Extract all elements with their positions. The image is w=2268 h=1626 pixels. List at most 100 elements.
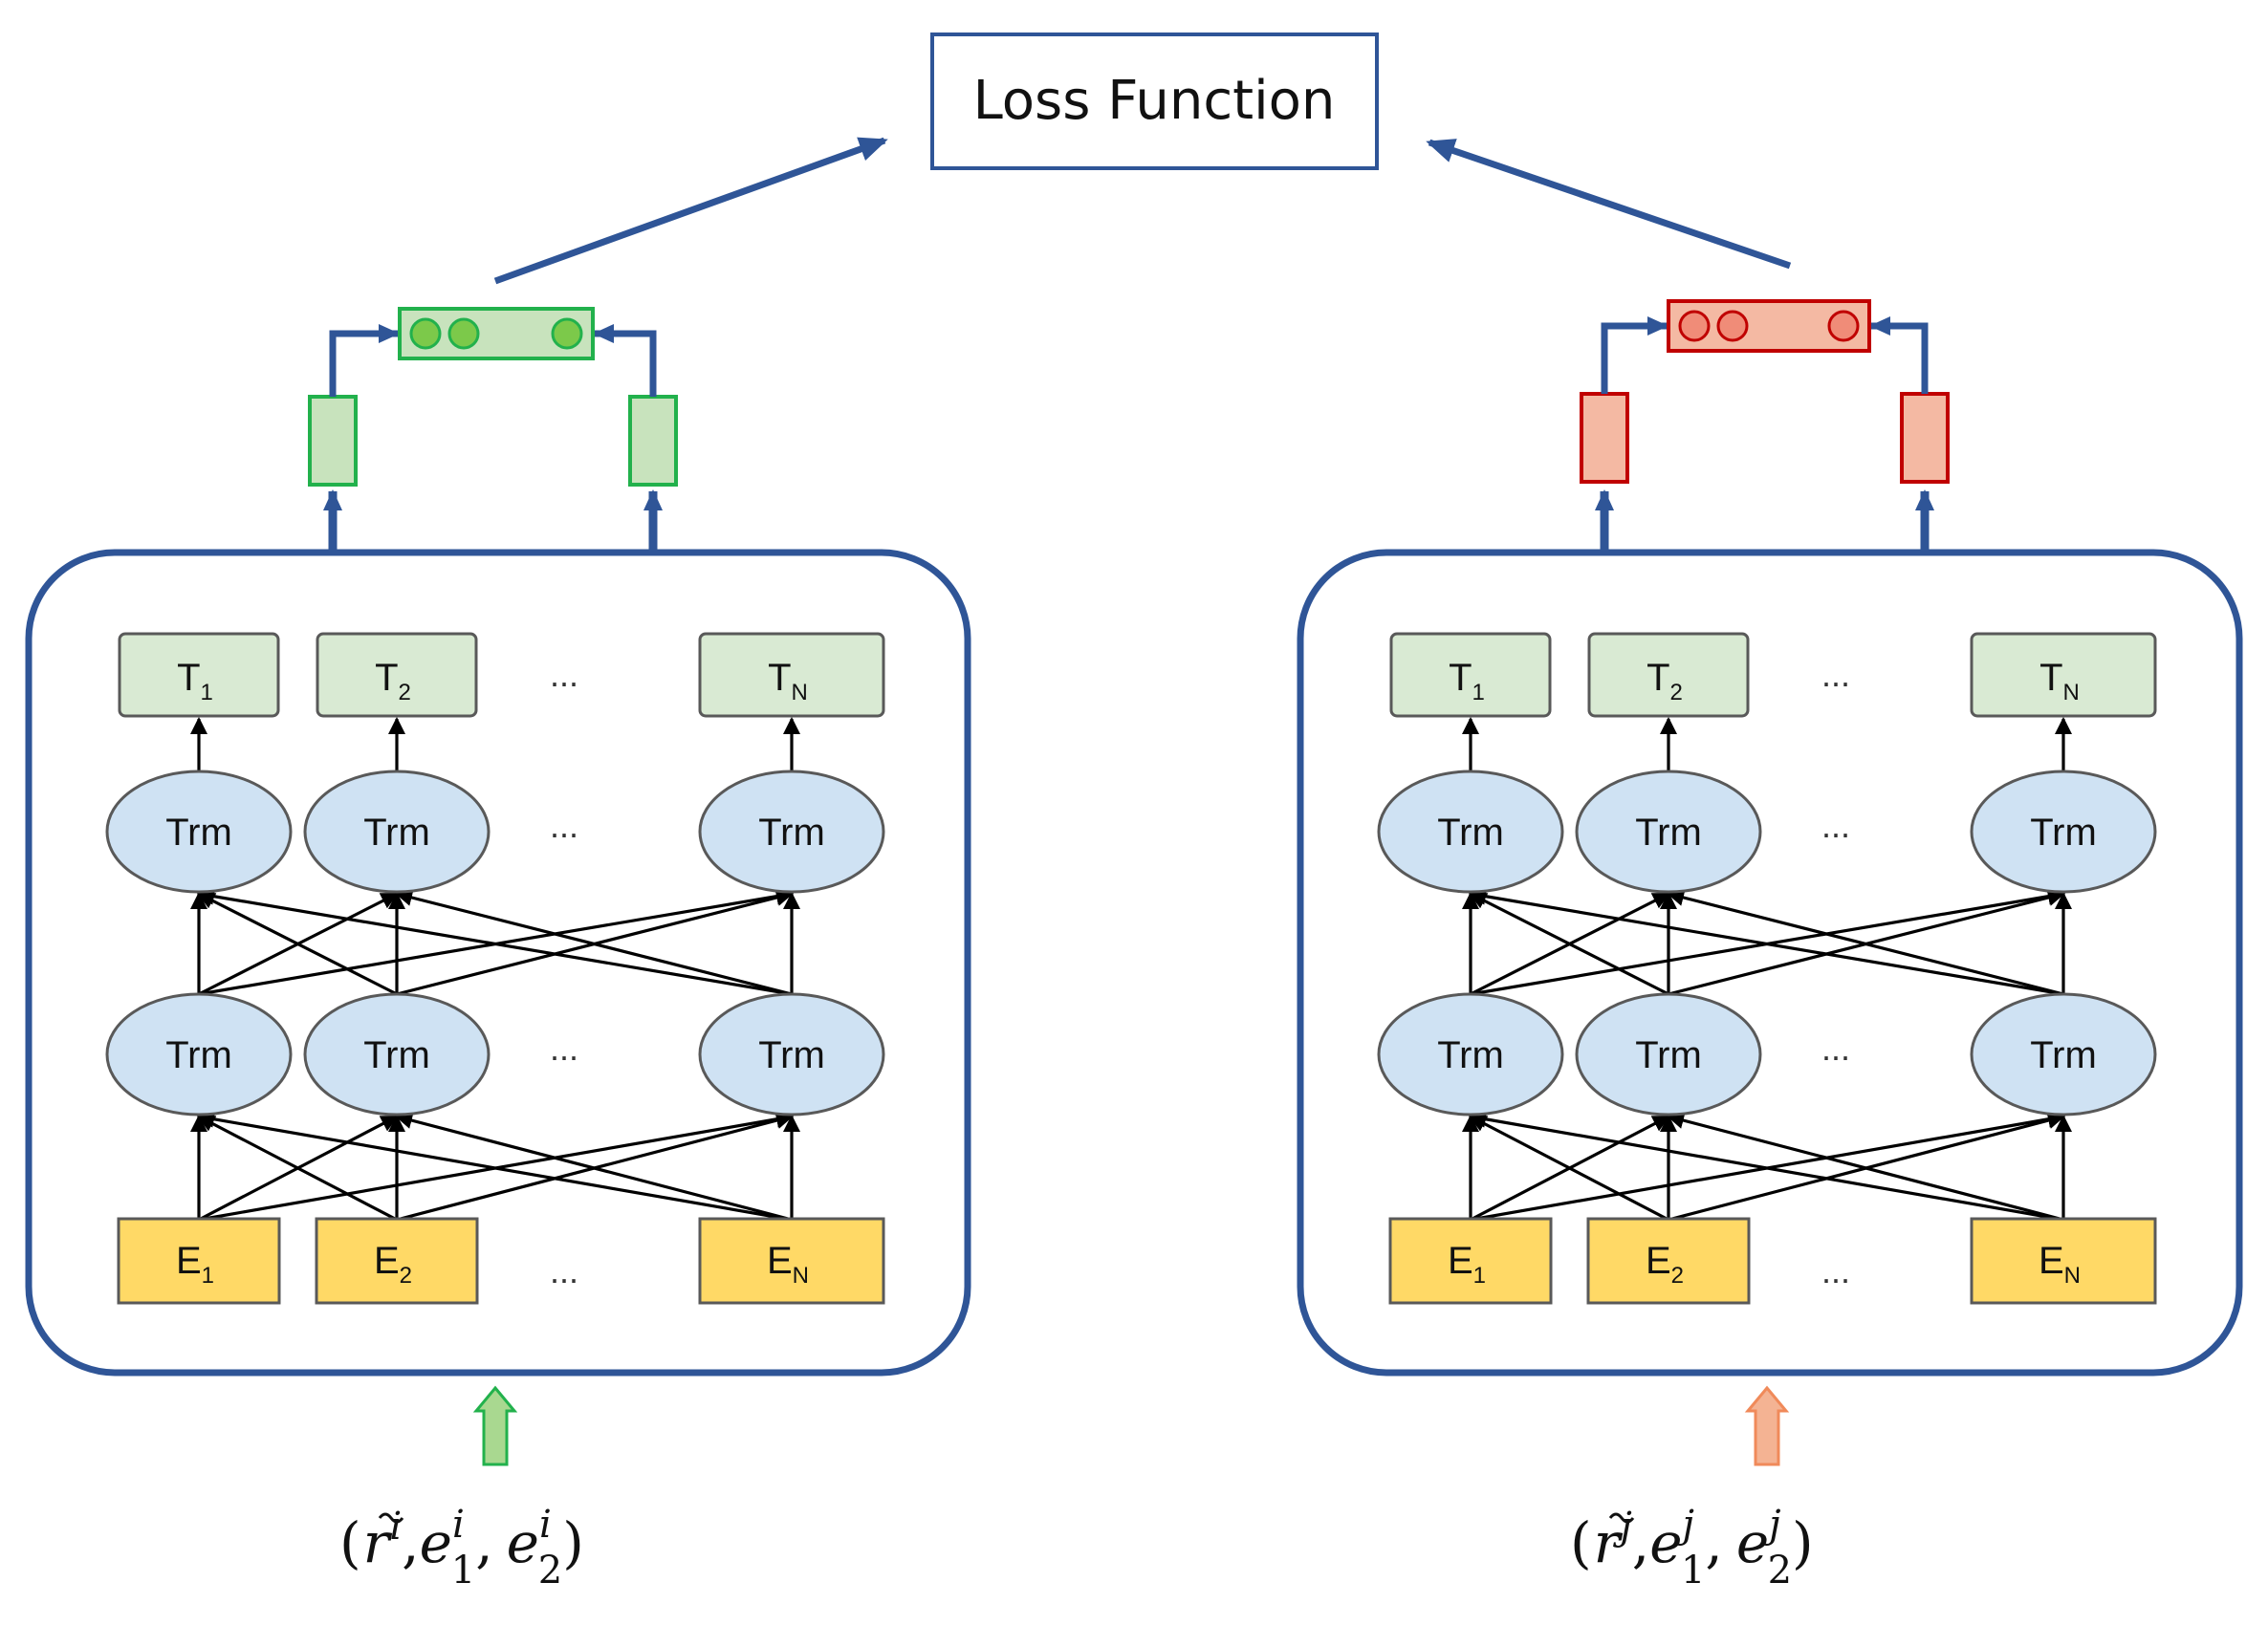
- e-to-trm-arrow: [1469, 1115, 1669, 1222]
- trm-node-shape: [1377, 770, 1564, 894]
- t-node-label: T1: [1449, 657, 1485, 705]
- token-vector-box: [1900, 392, 1950, 484]
- e1-subscript: 1: [1681, 1549, 1705, 1593]
- e-node-base: E: [1646, 1240, 1671, 1282]
- e-to-trm-arrow: [395, 1112, 793, 1222]
- internal-arrows: [190, 717, 800, 1222]
- trm-node-label: Trm: [165, 812, 232, 854]
- e2-symbol: e: [507, 1510, 539, 1575]
- e2-symbol: e: [1736, 1510, 1769, 1575]
- encoder-left: T1 T2 TN...Trm Trm Trm...Trm Trm Trm...E1 E2 EN.…: [25, 307, 971, 1593]
- ellipsis: ...: [1821, 806, 1850, 845]
- t-node: TN: [698, 632, 885, 718]
- t-node-label: TN: [768, 657, 808, 705]
- trm-node-shape: [1970, 770, 2157, 894]
- t-node: T1: [118, 632, 280, 718]
- trm-node-shape: [698, 992, 885, 1117]
- t-node-label: T2: [1646, 657, 1683, 705]
- right-to-loss-arrow: [1426, 139, 1792, 270]
- t-node-box: [1970, 632, 2157, 718]
- trm-to-trm-arrow: [395, 889, 793, 996]
- t-node-sub: N: [2063, 680, 2080, 705]
- internal-arrows: [1462, 717, 2072, 1222]
- loss-function-label: Loss Function: [973, 70, 1336, 132]
- trm-node-shape: [105, 770, 293, 894]
- input-arrow: [1744, 1385, 1790, 1466]
- encoder-right: T1 T2 TN...Trm Trm Trm...Trm Trm Trm...E1 E2 EN.…: [1297, 299, 2243, 1593]
- trm-node-shape: [105, 992, 293, 1117]
- t-node-base: T: [2039, 657, 2062, 699]
- r-superscript: i: [389, 1505, 402, 1549]
- trm-node-lower: Trm: [1575, 992, 1762, 1117]
- t-node-base: T: [375, 657, 398, 699]
- e-to-trm-arrow: [197, 1115, 398, 1222]
- ellipsis: ...: [550, 1251, 578, 1290]
- t-node-box: [698, 632, 885, 718]
- e-node-base: E: [1448, 1240, 1473, 1282]
- trm-node-shape: [303, 770, 491, 894]
- e-node-sub: 1: [1473, 1263, 1486, 1289]
- trm-node-shape: [1575, 992, 1762, 1117]
- t-node-base: T: [1646, 657, 1669, 699]
- trm-node-shape: [303, 992, 491, 1117]
- trm-node-label: Trm: [1635, 1034, 1702, 1076]
- loss-function-frame: [930, 33, 1379, 170]
- trm-node-lower: Trm: [303, 992, 491, 1117]
- concat-connector-right: [1869, 316, 1929, 394]
- e-node-sub: 2: [1671, 1263, 1684, 1289]
- trm-node-label: Trm: [2030, 1034, 2097, 1076]
- t-node-sub: N: [792, 680, 808, 705]
- separator: ,: [402, 1510, 419, 1575]
- concat-connector-left: [1601, 316, 1668, 394]
- trm-node-shape: [1377, 992, 1564, 1117]
- trm-node-label: Trm: [1635, 812, 1702, 854]
- vector-element-dot: [1827, 310, 1860, 342]
- e1-superscript: i: [452, 1503, 465, 1547]
- trm-to-trm-arrow: [1667, 889, 2064, 996]
- trm-node-label: Trm: [758, 1034, 825, 1076]
- trm-node-upper: Trm: [1575, 770, 1762, 894]
- trm-node-shape: [1575, 770, 1762, 894]
- e-node-label: E2: [1646, 1240, 1684, 1289]
- vector-element-dot: [1678, 310, 1711, 342]
- e-node-box: [315, 1217, 479, 1305]
- paren-close: ): [562, 1510, 584, 1575]
- input-tuple-label: (rj,ej 1, ej 2): [1570, 1503, 1814, 1593]
- trm-node-lower: Trm: [1970, 992, 2157, 1117]
- trm-node-lower: Trm: [105, 992, 293, 1117]
- trm-node-shape: [1970, 992, 2157, 1117]
- paren-open: (: [339, 1510, 361, 1575]
- e-node-sub: N: [793, 1263, 809, 1289]
- vector-element-dot: [551, 317, 583, 350]
- e-node-base: E: [176, 1240, 202, 1282]
- e-node: EN: [1970, 1217, 2157, 1305]
- e-node: E1: [1388, 1217, 1553, 1305]
- t-node-sub: 1: [1472, 680, 1485, 705]
- e-node: E2: [1586, 1217, 1751, 1305]
- e-node-label: E1: [1448, 1240, 1486, 1289]
- t-node-base: T: [1449, 657, 1472, 699]
- tilde-mark: [1608, 1512, 1635, 1524]
- e-node-sub: 2: [400, 1263, 412, 1289]
- e-node-box: [698, 1217, 885, 1305]
- t-node-base: T: [768, 657, 791, 699]
- trm-node-label: Trm: [363, 812, 430, 854]
- vector-element-dot: [447, 317, 480, 350]
- trm-node-label: Trm: [165, 1034, 232, 1076]
- t-node: T2: [1587, 632, 1750, 718]
- e-node-label: EN: [2039, 1240, 2081, 1289]
- trm-node-label: Trm: [758, 812, 825, 854]
- pooled-vector: [398, 307, 595, 360]
- e2-superscript: i: [539, 1503, 552, 1547]
- ellipsis: ...: [1821, 1251, 1850, 1290]
- ellipsis: ...: [1821, 1029, 1850, 1068]
- e-node-base: E: [2039, 1240, 2064, 1282]
- trm-to-trm-arrow: [1469, 892, 1669, 996]
- trm-node-upper: Trm: [1970, 770, 2157, 894]
- trm-node-lower: Trm: [698, 992, 885, 1117]
- token-vector-box: [628, 395, 678, 487]
- left-to-loss-arrow: [493, 137, 888, 285]
- vector-element-dot: [1716, 310, 1749, 342]
